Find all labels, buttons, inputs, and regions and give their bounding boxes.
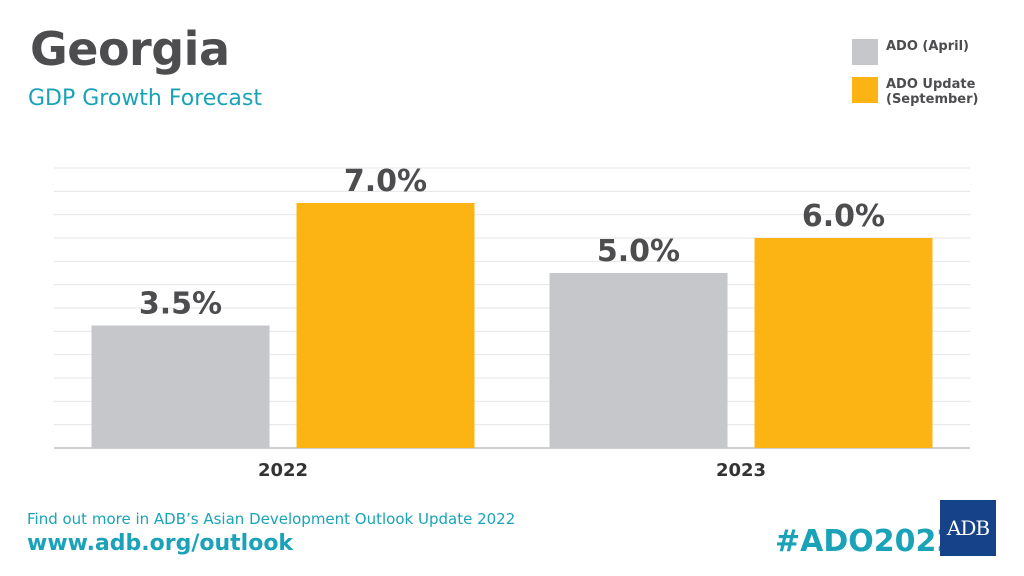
bar-2023-september <box>754 238 933 448</box>
bar-2022-april <box>91 325 270 448</box>
x-tick-label: 2022 <box>258 460 308 481</box>
legend-item-september: ADO Update (September) <box>852 77 978 115</box>
legend-swatch-september <box>852 77 878 103</box>
legend-item-april: ADO (April) <box>852 39 978 77</box>
page-title: Georgia <box>30 22 230 76</box>
data-label: 7.0% <box>344 164 427 199</box>
data-label: 6.0% <box>802 199 885 234</box>
data-label: 3.5% <box>139 287 222 322</box>
legend: ADO (April) ADO Update (September) <box>852 39 978 115</box>
chart-subtitle: GDP Growth Forecast <box>28 86 262 111</box>
hashtag: #ADO2022 <box>775 524 958 559</box>
footer-text: Find out more in ADB’s Asian Development… <box>27 510 516 528</box>
data-label: 5.0% <box>597 234 680 269</box>
bar-chart: 3.5% 7.0% 2022 5.0% 6.0% 2023 <box>54 164 970 481</box>
legend-label-september: ADO Update (September) <box>886 77 979 107</box>
legend-label-april: ADO (April) <box>886 39 970 54</box>
bar-2023-april <box>549 273 728 448</box>
footer-url-link[interactable]: www.adb.org/outlook <box>27 531 294 556</box>
adb-logo: ADB <box>940 500 996 556</box>
x-tick-label: 2023 <box>716 460 766 481</box>
bar-2022-september <box>296 203 475 448</box>
legend-swatch-april <box>852 39 878 65</box>
